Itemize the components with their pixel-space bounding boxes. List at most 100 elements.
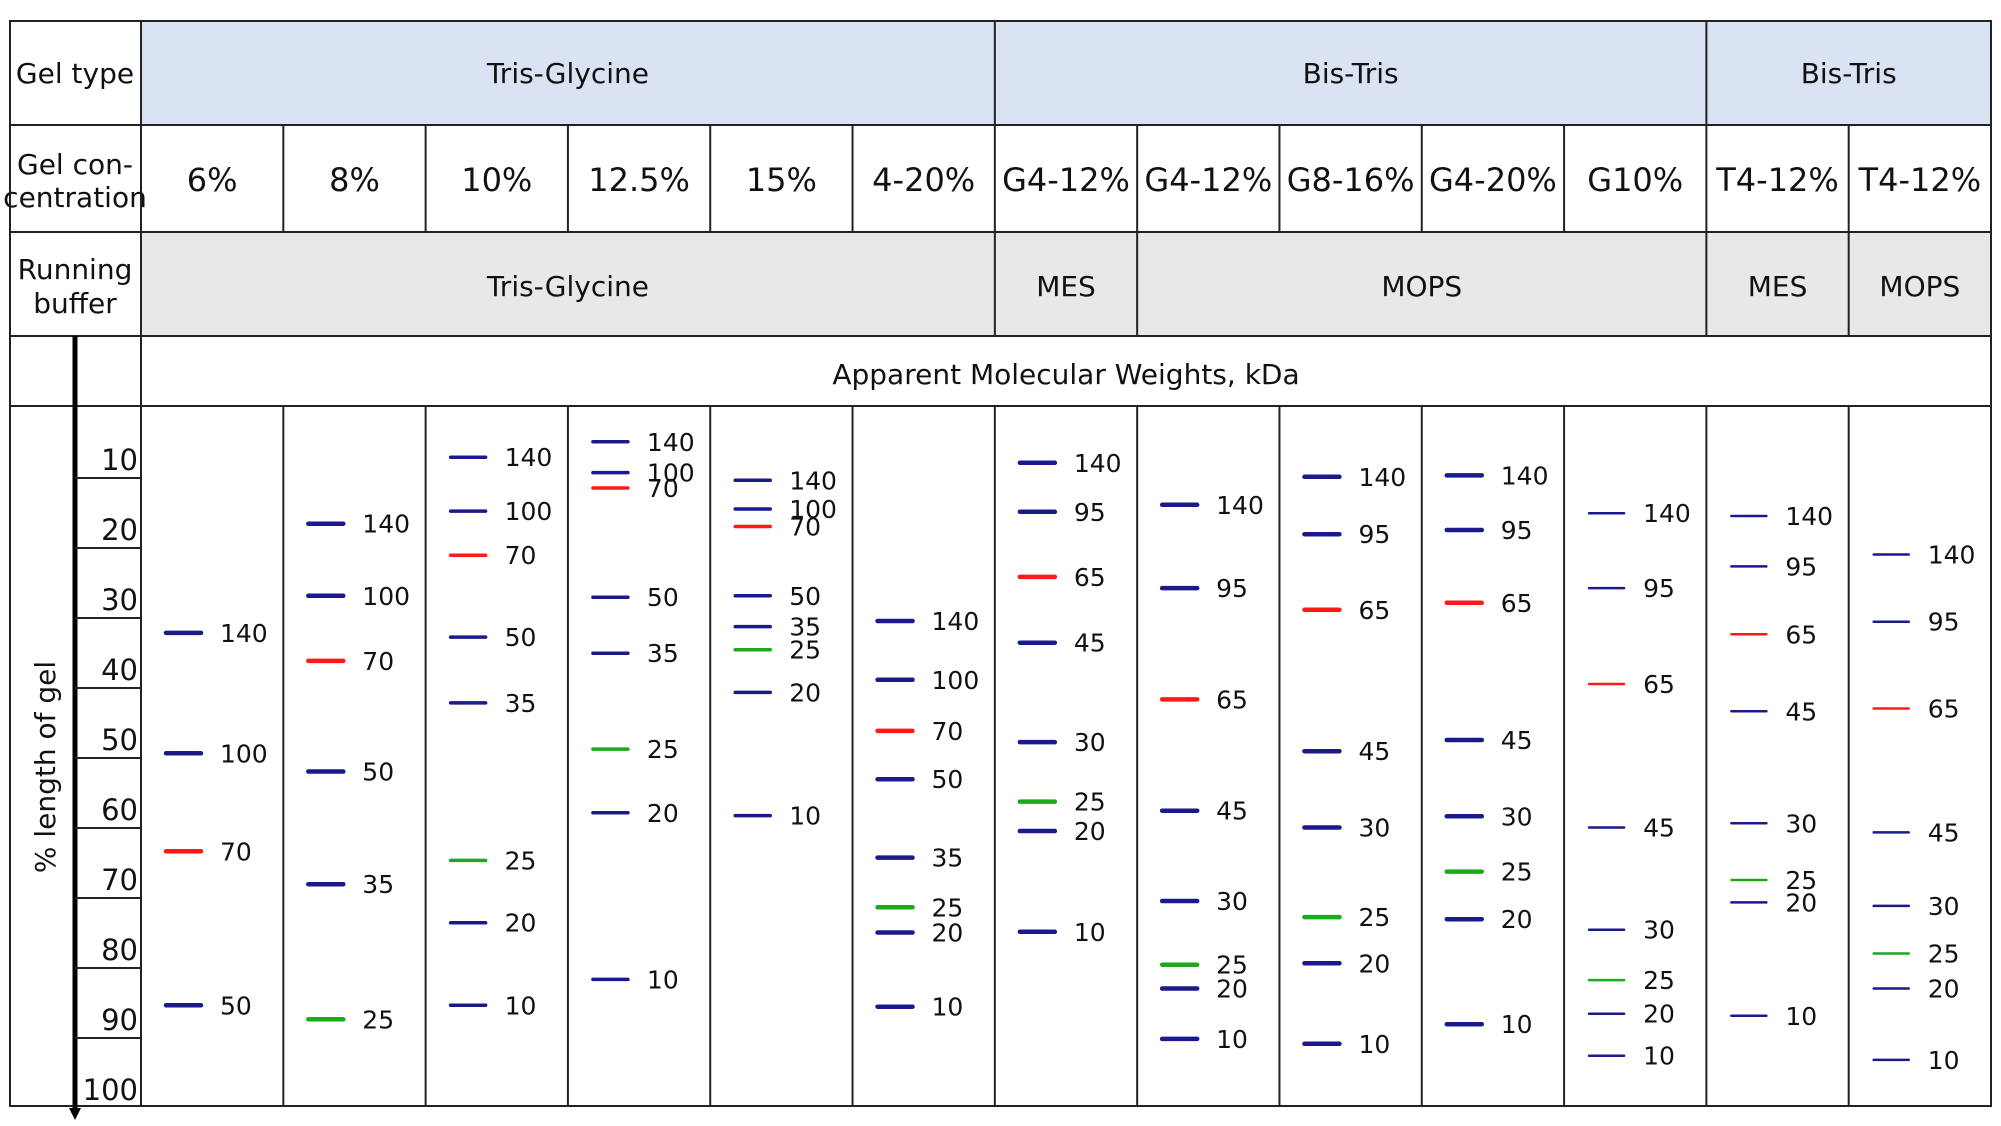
band-mw-label: 70 xyxy=(220,837,252,866)
band-mw-label: 140 xyxy=(1074,449,1122,478)
chart-content: Tris-Glycine Bis-Tris Bis-Tris 6% 8% 10% 12.5%… xyxy=(69,57,1981,1120)
y-tick-label: 30 xyxy=(101,583,138,617)
band-mw-label: 10 xyxy=(1501,1010,1533,1039)
y-tick-label: 90 xyxy=(101,1003,138,1037)
band-mw-label: 20 xyxy=(789,678,821,707)
band-mw-label: 45 xyxy=(1216,797,1248,826)
band-mw-label: 65 xyxy=(1643,670,1675,699)
running-buffer-label-line2: buffer xyxy=(33,287,117,320)
band-mw-label: 35 xyxy=(362,870,394,899)
band-mw-label: 140 xyxy=(1358,463,1406,492)
band-mw-label: 50 xyxy=(220,991,252,1020)
band-mw-label: 30 xyxy=(1643,916,1675,945)
band-mw-label: 45 xyxy=(1785,697,1817,726)
band-mw-label: 95 xyxy=(1216,574,1248,603)
y-tick-label: 60 xyxy=(101,793,138,827)
concentration-label: 4-20% xyxy=(872,161,975,199)
band-mw-label: 35 xyxy=(789,613,821,642)
band-mw-label: 30 xyxy=(1785,809,1817,838)
band-mw-label: 35 xyxy=(505,689,537,718)
band-mw-label: 95 xyxy=(1928,608,1960,637)
band-mw-label: 10 xyxy=(789,802,821,831)
band-mw-label: 20 xyxy=(1216,975,1248,1004)
band-mw-label: 50 xyxy=(362,758,394,787)
band-mw-label: 20 xyxy=(1785,888,1817,917)
band-mw-label: 100 xyxy=(789,495,837,524)
concentration-label: G4-12% xyxy=(1144,161,1272,199)
y-axis-title: % length of gel xyxy=(29,661,62,873)
band-mw-label: 100 xyxy=(647,459,695,488)
y-tick-label: 70 xyxy=(101,863,138,897)
band-mw-label: 95 xyxy=(1501,516,1533,545)
band-mw-label: 65 xyxy=(1785,620,1817,649)
table-frame xyxy=(9,20,1992,1107)
band-mw-label: 95 xyxy=(1643,574,1675,603)
band-mw-label: 20 xyxy=(1501,905,1533,934)
band-mw-label: 50 xyxy=(505,623,537,652)
buffer-group-label: MOPS xyxy=(1879,270,1960,303)
band-mw-label: 25 xyxy=(789,636,821,665)
gel-type-group-label: Bis-Tris xyxy=(1303,57,1399,90)
band-mw-label: 50 xyxy=(932,765,964,794)
concentration-label: 15% xyxy=(746,161,817,199)
band-mw-label: 20 xyxy=(505,909,537,938)
concentration-label: T4-12% xyxy=(1858,161,1982,199)
band-layer: 1401007050140100705035251401007050352520… xyxy=(163,428,1976,1075)
band-mw-label: 30 xyxy=(1928,892,1960,921)
band-mw-label: 30 xyxy=(1501,802,1533,831)
band-mw-label: 25 xyxy=(647,735,679,764)
band-mw-label: 100 xyxy=(932,666,980,695)
band-mw-label: 140 xyxy=(505,443,553,472)
band-mw-label: 25 xyxy=(1358,903,1390,932)
gel-type-group-label: Bis-Tris xyxy=(1801,57,1897,90)
band-mw-label: 140 xyxy=(789,466,837,495)
gel-type-group-label: Tris-Glycine xyxy=(486,57,649,90)
band-mw-label: 95 xyxy=(1358,520,1390,549)
concentration-label: G8-16% xyxy=(1287,161,1415,199)
band-mw-label: 20 xyxy=(932,919,964,948)
band-mw-label: 140 xyxy=(1928,541,1976,570)
band-mw-label: 10 xyxy=(1643,1042,1675,1071)
band-mw-label: 25 xyxy=(362,1005,394,1034)
band-mw-label: 35 xyxy=(932,844,964,873)
table-grid xyxy=(9,20,1992,1107)
band-mw-label: 10 xyxy=(505,991,537,1020)
y-tick-label: 50 xyxy=(101,723,138,757)
band-mw-label: 95 xyxy=(1785,552,1817,581)
band-mw-label: 35 xyxy=(647,639,679,668)
band-mw-label: 20 xyxy=(1074,817,1106,846)
band-mw-label: 70 xyxy=(647,474,679,503)
band-mw-label: 10 xyxy=(1928,1046,1960,1075)
band-mw-label: 100 xyxy=(505,497,553,526)
band-mw-label: 95 xyxy=(1074,498,1106,527)
band-mw-label: 45 xyxy=(1928,818,1960,847)
band-mw-label: 30 xyxy=(1216,887,1248,916)
mw-header: Apparent Molecular Weights, kDa xyxy=(832,358,1299,391)
y-tick-label: 40 xyxy=(101,653,138,687)
band-mw-label: 20 xyxy=(1358,949,1390,978)
concentration-label: G4-20% xyxy=(1429,161,1557,199)
concentration-label: G10% xyxy=(1587,161,1683,199)
concentration-label: 10% xyxy=(461,161,532,199)
band-mw-label: 100 xyxy=(362,582,410,611)
band-mw-label: 25 xyxy=(932,893,964,922)
band-mw-label: 20 xyxy=(1928,975,1960,1004)
concentration-label: 6% xyxy=(187,161,238,199)
concentration-label: G4-12% xyxy=(1002,161,1130,199)
band-mw-label: 65 xyxy=(1928,695,1960,724)
band-mw-label: 45 xyxy=(1358,737,1390,766)
band-mw-label: 45 xyxy=(1074,629,1106,658)
buffer-group-label: Tris-Glycine xyxy=(486,270,649,303)
band-mw-label: 10 xyxy=(932,993,964,1022)
band-mw-label: 65 xyxy=(1358,596,1390,625)
band-mw-label: 25 xyxy=(1928,940,1960,969)
band-mw-label: 20 xyxy=(1643,1000,1675,1029)
y-tick-label: 20 xyxy=(101,513,138,547)
band-mw-label: 25 xyxy=(1643,966,1675,995)
band-mw-label: 140 xyxy=(220,619,268,648)
band-mw-label: 25 xyxy=(1501,858,1533,887)
band-mw-label: 45 xyxy=(1643,814,1675,843)
running-buffer-label-line1: Running xyxy=(18,253,133,286)
band-mw-label: 140 xyxy=(1785,502,1833,531)
band-mw-label: 70 xyxy=(932,717,964,746)
